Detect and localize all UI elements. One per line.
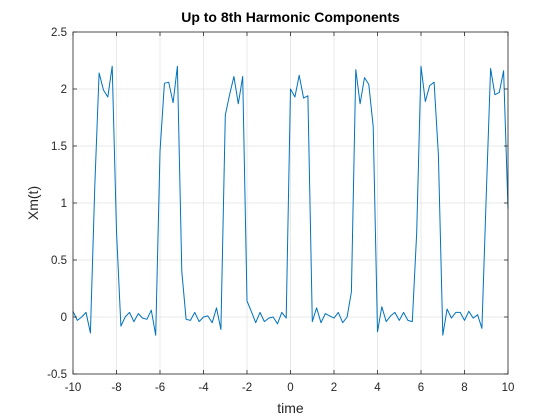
x-tick-label: 8 [461, 382, 467, 394]
x-tick-label: -8 [111, 382, 121, 394]
y-tick-label: 2.5 [51, 27, 67, 39]
chart-title: Up to 8th Harmonic Components [181, 9, 400, 25]
x-axis-label: time [277, 400, 304, 416]
y-tick-label: 1.5 [51, 141, 67, 153]
y-tick-label: 0 [61, 312, 67, 324]
y-tick-label: 1 [61, 198, 67, 210]
x-tick-label: -10 [65, 382, 82, 394]
x-tick-label: 0 [287, 382, 293, 394]
series-group [72, 65, 509, 336]
x-tick-label: 4 [374, 382, 381, 394]
x-tick-label: 2 [331, 382, 337, 394]
series-line [72, 65, 509, 336]
x-tick-label: -2 [242, 382, 252, 394]
y-tick-label: 0.5 [51, 255, 67, 267]
y-tick-label: -0.5 [47, 369, 67, 381]
x-tick-label: -6 [155, 382, 165, 394]
y-tick-label: 2 [61, 84, 67, 96]
x-tick-label: 10 [502, 382, 515, 394]
x-tick-label: -4 [198, 382, 209, 394]
y-ticks: -0.5 0 0.5 1 1.5 2 2.5 [47, 27, 508, 381]
x-tick-label: 6 [418, 382, 424, 394]
y-axis-label: Xm(t) [25, 186, 41, 220]
x-ticks: -10 -8 -6 -4 -2 0 2 4 6 8 10 [65, 32, 515, 394]
